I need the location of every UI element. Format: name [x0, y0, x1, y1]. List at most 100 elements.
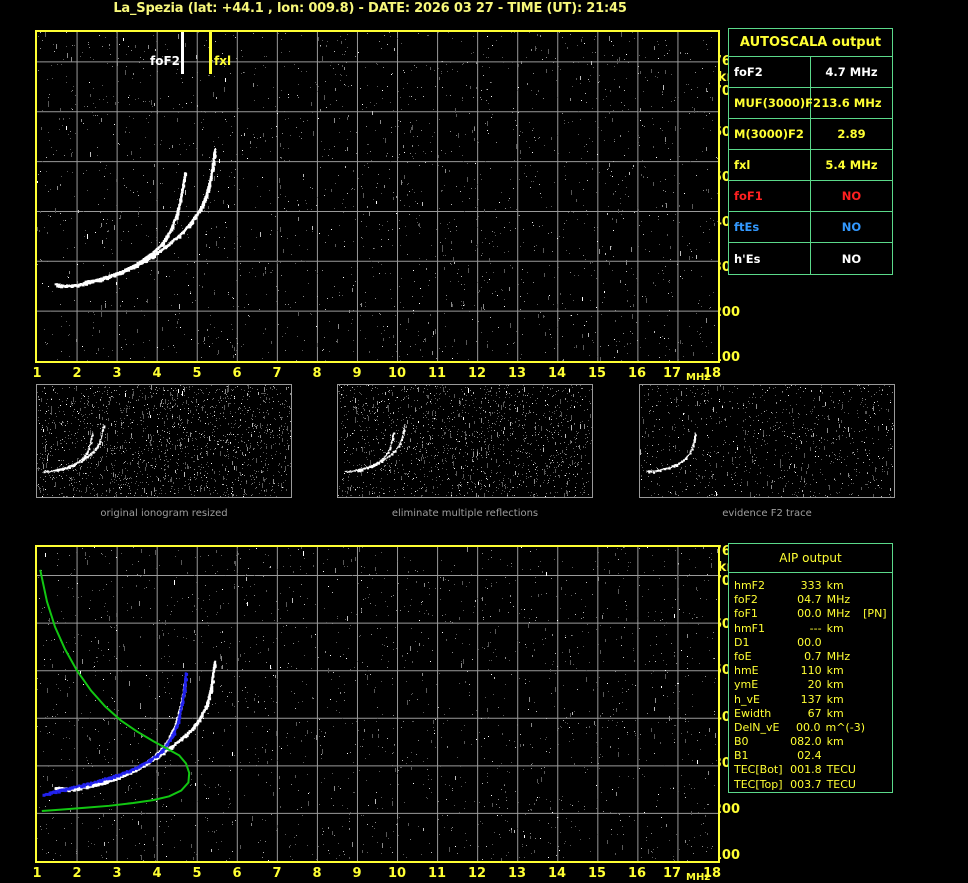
aip-extra: [863, 678, 892, 692]
aip-row-foe: foE 0.7 MHz: [734, 650, 892, 664]
aip-key: hmF2: [734, 579, 766, 592]
aip-extra: [863, 636, 892, 650]
bottom-xtick-8: 8: [312, 866, 322, 881]
aip-key: foF2: [734, 593, 758, 607]
aip-extra: [863, 622, 892, 636]
bottom-ionogram-plot[interactable]: [35, 545, 720, 863]
autoscala-key: fxl: [729, 150, 811, 180]
aip-row-tec-top-: TEC[Top] 003.7 TECU: [734, 778, 892, 792]
autoscala-row-h-es: h'Es NO: [729, 243, 892, 274]
autoscala-row-fxl: fxl 5.4 MHz: [729, 150, 892, 181]
aip-key: DelN_vE: [734, 720, 780, 734]
bottom-xtick-13: 13: [507, 866, 527, 881]
top-plot-noise: [37, 32, 718, 361]
top-plot-traces: [54, 148, 217, 289]
thumbnail-caption-1: original ionogram resized: [100, 508, 228, 519]
top-xtick-3: 3: [112, 366, 122, 381]
aip-extra: [863, 778, 892, 792]
autoscala-value: NO: [841, 251, 862, 266]
aip-unit: MHz: [826, 593, 851, 607]
thumb2-noise: [338, 385, 592, 497]
top-ionogram-panel[interactable]: 760 km 700 600 500 400 300 200 100 foF2 …: [0, 26, 740, 383]
aip-value: 02.4: [797, 749, 822, 763]
bottom-xtick-18: 18: [702, 866, 722, 881]
top-xtick-4: 4: [152, 366, 162, 381]
aip-key: B0: [734, 735, 749, 749]
top-xtick-8: 8: [312, 366, 322, 381]
aip-unit: MHz: [826, 649, 851, 663]
aip-row-yme: ymE 20 km: [734, 678, 892, 692]
thumbnail-evidence-f2-trace[interactable]: [639, 384, 895, 498]
top-xtick-1: 1: [32, 366, 42, 381]
aip-key: hmF1: [734, 621, 766, 635]
top-xtick-17: 17: [662, 366, 682, 381]
bottom-xtick-12: 12: [467, 866, 487, 881]
fxl-marker-line: [209, 32, 212, 74]
thumb1-traces: [43, 424, 106, 474]
aip-value: 20: [807, 678, 822, 692]
aip-output-panel: AIP output hmF2 333 km foF2 04.7 MHz foF1 00.0 M…: [728, 543, 893, 793]
autoscala-rows: foF2 4.7 MHz MUF(3000)F2 13.6 MHz M(3000)F2 2…: [729, 57, 892, 274]
aip-key: TEC[Top]: [734, 777, 783, 791]
page-title: La_Spezia (lat: +44.1 , lon: 009.8) - DA…: [113, 1, 627, 16]
bottom-xtick-15: 15: [587, 866, 607, 881]
autoscala-key: ftEs: [729, 212, 811, 242]
thumbnail-original-ionogram[interactable]: [36, 384, 292, 498]
bottom-xtick-9: 9: [352, 866, 362, 881]
aip-row-b1: B1 02.4: [734, 749, 892, 763]
top-xtick-15: 15: [587, 366, 607, 381]
aip-extra: [863, 735, 892, 749]
autoscala-key: M(3000)F2: [729, 119, 811, 149]
bottom-xtick-3: 3: [112, 866, 122, 881]
top-xtick-6: 6: [232, 366, 242, 381]
aip-extra: [863, 593, 892, 607]
autoscala-key: foF1: [729, 181, 811, 211]
aip-value: 110: [800, 664, 822, 678]
bottom-xtick-11: 11: [427, 866, 447, 881]
aip-key: foF1: [734, 607, 758, 621]
autoscala-value: NO: [841, 220, 862, 234]
aip-value: 67: [807, 706, 822, 720]
aip-value: 00.0: [797, 607, 822, 621]
aip-extra: [863, 650, 892, 664]
aip-header: AIP output: [729, 544, 892, 573]
aip-extra: [863, 579, 892, 593]
fof2-marker-line: [181, 32, 184, 74]
aip-key: foE: [734, 649, 752, 663]
top-xtick-11: 11: [427, 366, 447, 381]
aip-unit: km: [826, 579, 844, 592]
bottom-xtick-10: 10: [387, 866, 407, 881]
autoscala-row-muf-3000-f2: MUF(3000)F2 13.6 MHz: [729, 88, 892, 119]
aip-key: ymE: [734, 678, 759, 692]
fof2-marker-label: foF2: [150, 54, 181, 68]
aip-row-hmf2: hmF2 333 km: [734, 579, 892, 593]
autoscala-header: AUTOSCALA output: [729, 29, 892, 57]
bottom-plot-noise: [37, 547, 718, 861]
aip-row-fof2: foF2 04.7 MHz: [734, 593, 892, 607]
aip-unit: km: [826, 621, 844, 635]
aip-key: B1: [734, 749, 749, 763]
aip-row-tec-bot-: TEC[Bot] 001.8 TECU: [734, 763, 892, 777]
aip-unit: [827, 636, 864, 650]
autoscala-key: foF2: [729, 57, 811, 87]
top-plot-markers: foF2 fxl: [37, 32, 718, 361]
top-ionogram-plot[interactable]: foF2 fxl: [35, 30, 720, 363]
aip-key: D1: [734, 635, 750, 649]
top-xtick-14: 14: [547, 366, 567, 381]
aip-key: hmE: [734, 664, 759, 678]
aip-unit: km: [826, 678, 844, 692]
aip-row-deln-ve: DelN_vE 00.0 m^(-3): [734, 721, 892, 735]
autoscala-key: MUF(3000)F2: [729, 88, 821, 118]
top-xtick-9: 9: [352, 366, 362, 381]
fxl-marker-label: fxl: [214, 54, 232, 68]
autoscala-output-panel: AUTOSCALA output foF2 4.7 MHz MUF(3000)F2 1…: [728, 28, 893, 275]
aip-unit: m^(-3): [825, 720, 865, 734]
thumbnail-eliminate-multiple-reflections[interactable]: [337, 384, 593, 498]
bottom-ionogram-panel[interactable]: 760 km 700 600 500 400 300 200 100 1 2 3…: [0, 541, 740, 883]
autoscala-value: 4.7 MHz: [825, 65, 878, 79]
aip-extra: [PN]: [863, 607, 887, 621]
aip-extra: [863, 693, 892, 707]
aip-row-d1: D1 00.0: [734, 636, 892, 650]
aip-value: 082.0: [790, 735, 822, 749]
